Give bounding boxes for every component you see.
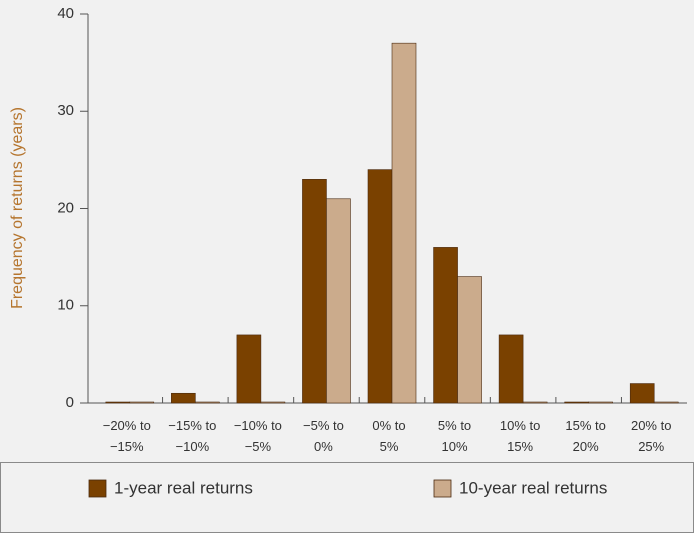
bar [236,334,262,404]
bar [171,392,196,404]
x-tick-label-line: 0% to [372,418,405,433]
x-tick-label: −20% to −15% [103,418,151,454]
legend-swatch [433,479,452,498]
x-tick-label: 0% to 5% [372,418,405,454]
bar [195,401,220,404]
y-tick-label: 30 [57,102,74,119]
x-tick-label-line: 20% to [631,418,671,433]
x-tick-label: 15% to 20% [565,418,605,454]
x-tick-label: 5% to 10% [438,418,471,454]
bar [564,401,589,404]
y-tick-label: 10 [57,297,74,314]
y-tick-label: 20 [57,199,74,216]
bar [302,179,327,404]
bar [433,247,458,404]
x-tick-label: 10% to 15% [500,418,540,454]
x-tick-label-line: 15% [507,439,533,454]
x-tick-label-line: −20% to [103,418,151,433]
legend-swatch [88,479,107,498]
x-tick-label-line: 20% [573,439,599,454]
bar [105,401,131,404]
x-tick-label-line: 5% to [438,418,471,433]
x-tick-label-line: −5% to [303,418,344,433]
x-tick-label-line: 10% [442,439,468,454]
x-tick-label-line: −5% [245,439,272,454]
legend-label: 1-year real returns [114,478,253,497]
x-tick-label-line: 10% to [500,418,540,433]
x-tick-label-line: −10% to [234,418,282,433]
x-tick-label-line: −15% to [168,418,216,433]
bar [457,276,482,404]
x-tick-label-line: 25% [638,439,664,454]
bar [629,383,655,404]
x-tick-label-line: −10% [176,439,210,454]
bar [588,401,613,404]
x-tick-label: −5% to 0% [303,418,344,454]
x-tick-label-line: 15% to [565,418,605,433]
x-tick-label-line: 0% [314,439,333,454]
y-axis-label: Frequency of returns (years) [9,107,26,309]
bar [326,198,351,404]
bar [391,42,417,404]
bar [498,334,524,404]
legend-box [0,462,694,533]
x-tick-label: 20% to 25% [631,418,671,454]
y-tick-label: 0 [66,394,74,411]
bar [367,169,393,404]
x-tick-label: −15% to −10% [168,418,216,454]
bar [522,401,548,404]
bar [653,401,679,404]
legend-label: 10-year real returns [459,478,607,497]
x-tick-label-line: 5% [380,439,399,454]
x-tick-label: −10% to −5% [234,418,282,454]
bar [260,401,286,404]
x-tick-label-line: −15% [110,439,144,454]
y-tick-label: 40 [57,5,74,22]
bar [129,401,155,404]
